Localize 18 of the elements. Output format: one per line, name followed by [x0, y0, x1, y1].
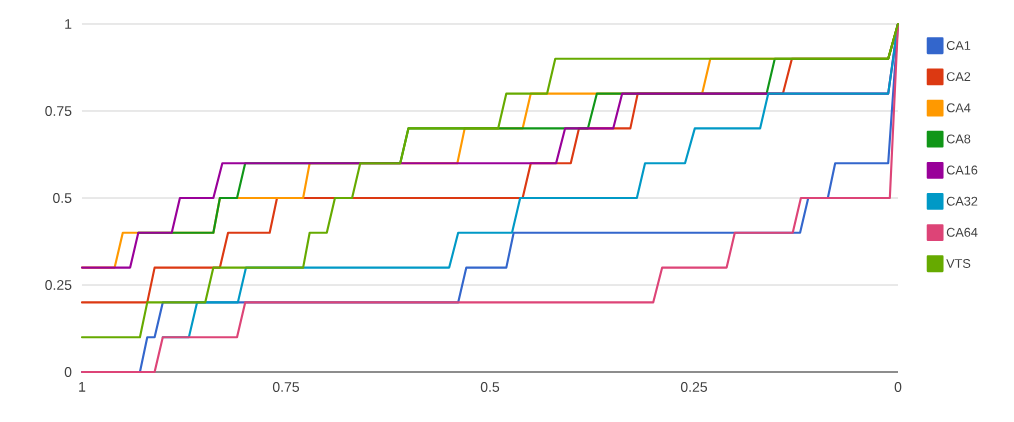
legend-label: CA2	[946, 72, 971, 82]
x-tick-label: 0	[894, 382, 902, 392]
x-tick-label: 0.75	[272, 382, 300, 392]
y-tick-label: 1	[65, 19, 72, 29]
legend-label: CA32	[946, 196, 978, 206]
legend-label: CA16	[946, 165, 978, 175]
legend-label: CA8	[946, 134, 971, 144]
legend-label: VTS	[946, 258, 971, 268]
legend-label: CA64	[946, 227, 978, 237]
y-tick-label: 0.5	[53, 193, 72, 203]
legend-label: CA4	[946, 103, 971, 113]
x-tick-label: 0.5	[480, 382, 500, 392]
x-tick-label: 1	[79, 382, 86, 392]
y-tick-label: 0	[64, 367, 72, 377]
y-tick-label: 0.75	[45, 106, 72, 116]
x-tick-label: 0.25	[680, 382, 708, 392]
y-tick-label: 0.25	[45, 280, 72, 290]
legend-label: CA1	[946, 41, 971, 50]
